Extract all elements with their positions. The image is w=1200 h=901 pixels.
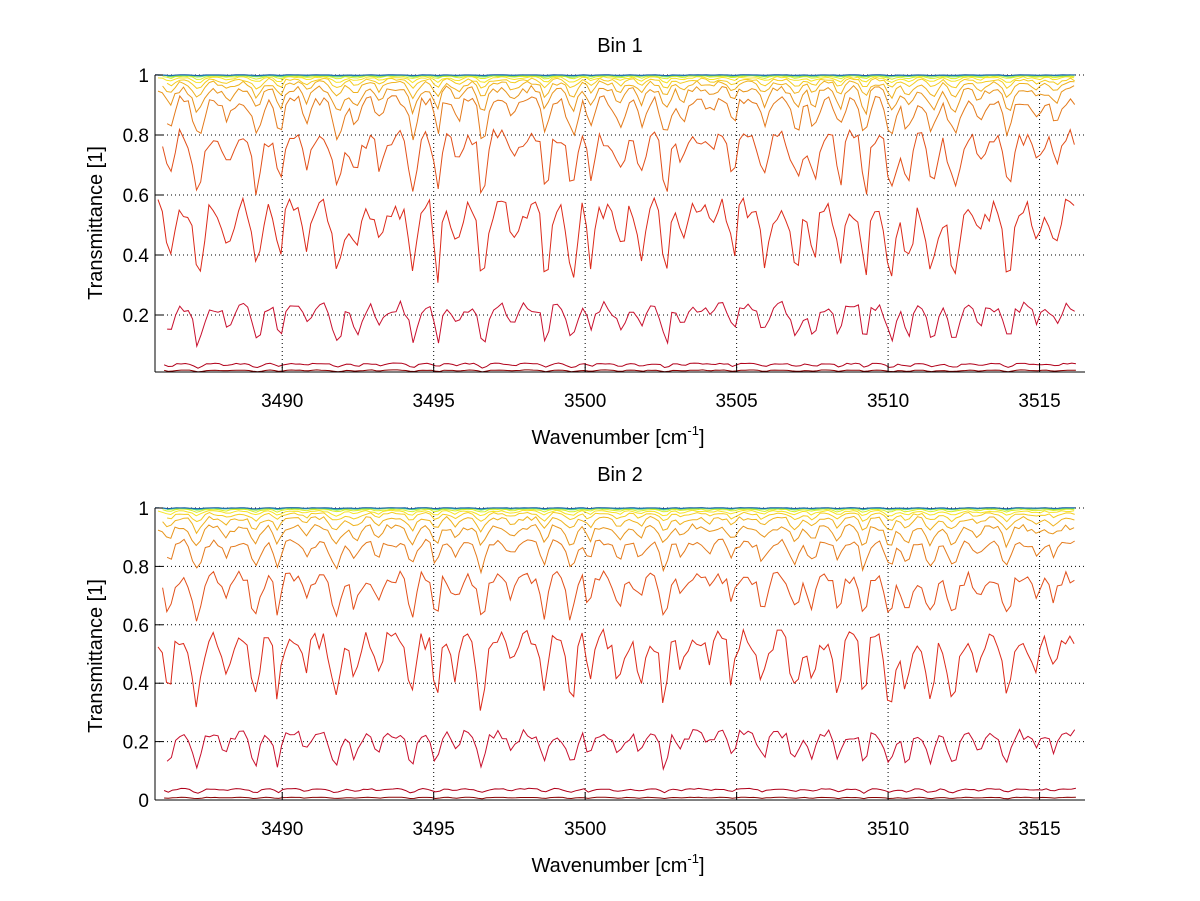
series-line-level-14 xyxy=(154,507,1076,510)
y-axis-label: Transmittance [1] xyxy=(85,579,107,733)
series-line-level-7 xyxy=(157,84,1075,116)
x-tick-label: 3510 xyxy=(867,391,909,412)
x-tick-label: 3500 xyxy=(564,391,606,412)
series-line-level-14 xyxy=(154,74,1076,77)
series-line-level-6 xyxy=(166,538,1075,575)
x-axis-label: Wavenumber [cm-1] xyxy=(531,423,704,449)
series-line-level-9 xyxy=(166,77,1075,90)
x-tick-label: 3500 xyxy=(564,819,606,840)
series-line-level-6 xyxy=(166,94,1076,141)
series-line-level-7 xyxy=(157,523,1075,549)
y-tick-label: 0.8 xyxy=(123,126,149,147)
x-ticks: 3490 3495 3500 3505 3510 3515 xyxy=(261,364,1061,412)
axes-bin-2: Bin 2 0 0.2 0.4 0.6 0.8 1 3490 3495 3500 3505 351… xyxy=(85,464,1085,877)
y-tick-label: 0.4 xyxy=(123,246,150,267)
x-tick-label: 3495 xyxy=(413,819,455,840)
chart-title: Bin 2 xyxy=(597,464,643,486)
y-axis-label: Transmittance [1] xyxy=(85,146,107,300)
x-tick-label: 3495 xyxy=(413,391,455,412)
series-line-level-2 xyxy=(163,787,1076,794)
series-line-level-5 xyxy=(162,127,1075,196)
series-line-level-10 xyxy=(157,509,1075,517)
x-tick-label: 3515 xyxy=(1018,819,1060,840)
series-line-level-1 xyxy=(163,369,1076,373)
y-tick-label: 0.4 xyxy=(123,674,150,695)
y-tick-label: 1 xyxy=(138,499,149,520)
series-line-level-9 xyxy=(167,511,1075,523)
series-line-level-11 xyxy=(162,508,1075,513)
axes-frame xyxy=(154,75,1085,373)
y-tick-label: 0.2 xyxy=(123,306,149,327)
series-line-level-3 xyxy=(167,299,1075,349)
series-line-level-8 xyxy=(162,515,1075,535)
series-line-level-2 xyxy=(163,362,1076,369)
series-line-level-4 xyxy=(157,627,1075,711)
x-axis-label: Wavenumber [cm-1] xyxy=(531,851,704,877)
series-line-level-4 xyxy=(157,196,1075,283)
y-ticks: 0.2 0.4 0.6 0.8 1 xyxy=(123,66,163,327)
axes-frame xyxy=(154,508,1085,801)
series-line-level-11 xyxy=(162,75,1075,80)
x-tick-label: 3490 xyxy=(261,391,303,412)
x-tick-label: 3505 xyxy=(715,819,757,840)
x-tick-label: 3510 xyxy=(867,819,909,840)
y-tick-label: 0.2 xyxy=(123,733,149,754)
series-line-level-1 xyxy=(164,796,1076,800)
axes-bin-1: Bin 1 0.2 0.4 0.6 0.8 1 3490 3495 3500 3505 3510… xyxy=(85,35,1085,449)
x-ticks: 3490 3495 3500 3505 3510 3515 xyxy=(261,792,1061,840)
y-ticks: 0 0.2 0.4 0.6 0.8 1 xyxy=(123,499,163,812)
series-group xyxy=(154,507,1076,800)
y-tick-label: 0 xyxy=(138,791,149,812)
y-tick-label: 0.6 xyxy=(123,616,149,637)
chart-title: Bin 1 xyxy=(597,35,643,57)
x-tick-label: 3505 xyxy=(715,391,757,412)
series-line-level-3 xyxy=(166,728,1076,771)
y-tick-label: 0.6 xyxy=(123,186,149,207)
y-tick-label: 1 xyxy=(138,66,149,87)
y-tick-label: 0.8 xyxy=(123,557,149,578)
series-group xyxy=(154,74,1076,373)
series-line-level-5 xyxy=(162,570,1075,622)
series-line-level-8 xyxy=(162,80,1075,100)
x-tick-label: 3490 xyxy=(261,819,303,840)
x-tick-label: 3515 xyxy=(1018,391,1060,412)
series-line-level-10 xyxy=(157,76,1075,84)
